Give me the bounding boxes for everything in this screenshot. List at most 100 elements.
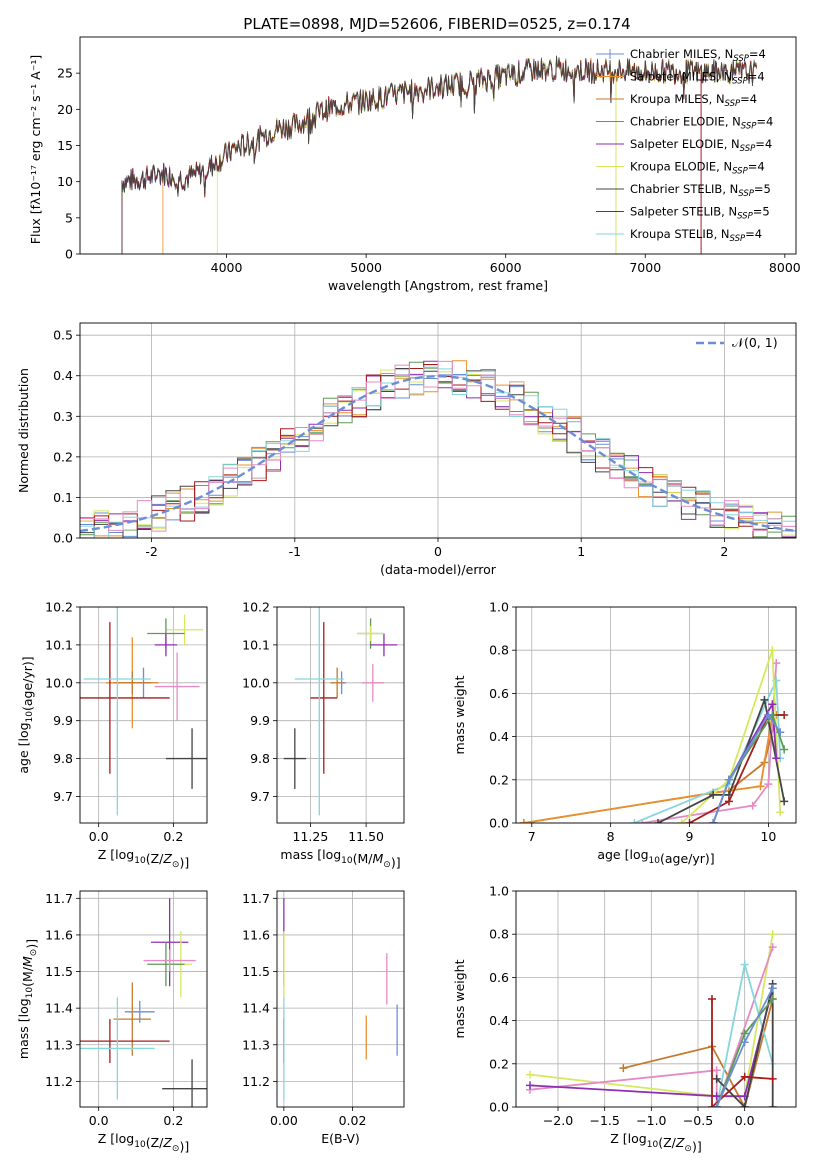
y-tick-label: 11.5 [242, 964, 270, 979]
label-sub: 10 [134, 1140, 146, 1150]
histogram-series [80, 360, 796, 532]
legend-label: Chabrier ELODIE, NSSP=4 [630, 115, 773, 132]
weight-point-marker [748, 801, 757, 810]
label-sub: ⊙ [684, 1144, 692, 1154]
y-tick-label: 9.7 [250, 789, 270, 804]
x-axis-label: mass [log10(M/M⊙)] [280, 847, 400, 870]
label-part: Z [675, 1135, 685, 1150]
y-tick-label: 10.0 [45, 675, 73, 690]
legend-label: Kroupa STELIB, NSSP=4 [630, 227, 762, 244]
label-part: Z [162, 851, 172, 866]
x-axis-label: age [log10(age/yr)] [597, 847, 714, 866]
legend-label: Chabrier STELIB, NSSP=5 [630, 182, 771, 199]
weight-point-marker [768, 930, 777, 939]
y-tick-label: 9.8 [53, 751, 73, 766]
legend-sub: SSP [741, 122, 757, 132]
legend-label: Chabrier MILES, NSSP=4 [630, 47, 766, 64]
y-tick-label: 5 [65, 210, 73, 225]
label-part: wavelength [Angstrom, rest frame] [328, 278, 548, 293]
label-part: )] [179, 855, 189, 870]
legend-sub: SSP [737, 212, 753, 222]
y-tick-label: 9.7 [53, 789, 73, 804]
legend-text: =5 [753, 205, 770, 219]
weight-point-marker [764, 711, 773, 719]
y-tick-label: 15 [57, 138, 73, 153]
errorbar-point [370, 633, 398, 657]
legend-label: Salpeter STELIB, NSSP=5 [630, 205, 770, 222]
weight-point-marker [768, 700, 777, 709]
x-tick-label: 5000 [350, 260, 382, 275]
label-sub: 10 [649, 856, 661, 866]
weight-point-marker [740, 960, 749, 969]
weight-point-marker [768, 995, 777, 1003]
x-tick-label: −0.5 [683, 1113, 713, 1128]
legend-text: Chabrier STELIB, N [630, 182, 738, 196]
label-part: (age/yr)] [660, 851, 715, 866]
weight-point-marker [740, 1103, 749, 1107]
legend-sub: SSP [740, 144, 756, 154]
y-tick-label: 11.5 [45, 964, 73, 979]
figure-title: PLATE=0898, MJD=52606, FIBERID=0525, z=0… [243, 15, 630, 33]
errorbar-point [80, 622, 170, 774]
y-tick-label: 0.2 [489, 772, 509, 787]
label-part: (Z/ [658, 1135, 676, 1150]
weight-point-marker [708, 995, 716, 1003]
label-part: )] [391, 855, 401, 870]
label-part: Z [162, 1135, 172, 1150]
x-tick-label: 1 [577, 544, 585, 559]
label-sub: 10 [25, 711, 35, 723]
y-tick-label: 0.8 [489, 643, 509, 658]
weight-point-marker [768, 984, 777, 993]
label-sub: ⊙ [29, 949, 39, 957]
y-tick-label: 0.0 [53, 531, 73, 546]
residual-histogram-panel: -2 -1 0 1 2 0.0 0.1 0.2 0.3 0.4 0.5 (data-model)/er… [16, 322, 797, 577]
y-tick-label: 11.4 [45, 1001, 73, 1016]
legend-label: Salpeter MILES, NSSP=4 [630, 70, 765, 87]
y-axis-label: Flux [fλ10⁻¹⁷ erg cm⁻² s⁻¹ A⁻¹] [28, 55, 43, 244]
errorbar-point [165, 728, 207, 789]
errorbar-point [113, 982, 151, 1056]
y-tick-label: 11.2 [242, 1074, 270, 1089]
weight-point-marker [768, 646, 777, 655]
legend-text: =4 [748, 160, 765, 174]
weight-series-line [680, 649, 782, 823]
weight-point-marker [768, 943, 777, 952]
legend-text: =4 [748, 70, 765, 84]
y-tick-label: 10.1 [242, 637, 270, 652]
label-part: log [16, 998, 31, 1017]
weight-point-marker [768, 1103, 777, 1107]
label-part: E(B-V) [321, 1131, 360, 1146]
weight-point-marker [712, 1103, 721, 1107]
y-tick-label: 11.4 [242, 1001, 270, 1016]
weight-point-marker [772, 754, 781, 763]
x-axis-label: Z [log10(Z/Z⊙)] [98, 847, 189, 870]
errorbar-point [162, 1059, 207, 1107]
label-part: (M/ [20, 966, 35, 987]
label-part: Normed distribution [16, 368, 31, 493]
legend-text: Chabrier MILES, N [630, 47, 733, 61]
plot-area [80, 607, 207, 816]
weight-point-marker [776, 728, 785, 737]
weight-point-marker [519, 819, 528, 823]
y-tick-label: 0.6 [489, 970, 509, 985]
weight-point-marker [780, 797, 789, 806]
weight-vs-metallicity-panel: −2.0 −1.5 −1.0 −0.5 0.0 0.0 0.2 0.4 0.6 0.8 1.0 Z [… [452, 884, 797, 1154]
label-sub: 10 [134, 856, 146, 866]
x-tick-label: 0.2 [163, 829, 183, 844]
label-part: Z [ [610, 1131, 627, 1146]
errorbar-point [80, 997, 155, 1100]
y-tick-label: 11.6 [242, 927, 270, 942]
label-sub: ⊙ [172, 1144, 180, 1154]
legend-label: 𝒩(0, 1) [732, 335, 778, 350]
x-axis-label: Z [log10(Z/Z⊙)] [98, 1131, 189, 1154]
x-tick-label: -2 [145, 544, 157, 559]
label-part: (M/ [353, 851, 374, 866]
weight-point-marker [780, 711, 789, 719]
label-part: log [322, 847, 341, 862]
weight-series-line [642, 663, 778, 823]
axes-frame [79, 606, 208, 824]
weight-series-line [712, 713, 781, 823]
legend-sub: SSP [738, 189, 754, 199]
y-tick-label: 0.8 [489, 927, 509, 942]
weight-point-marker [768, 1074, 777, 1083]
